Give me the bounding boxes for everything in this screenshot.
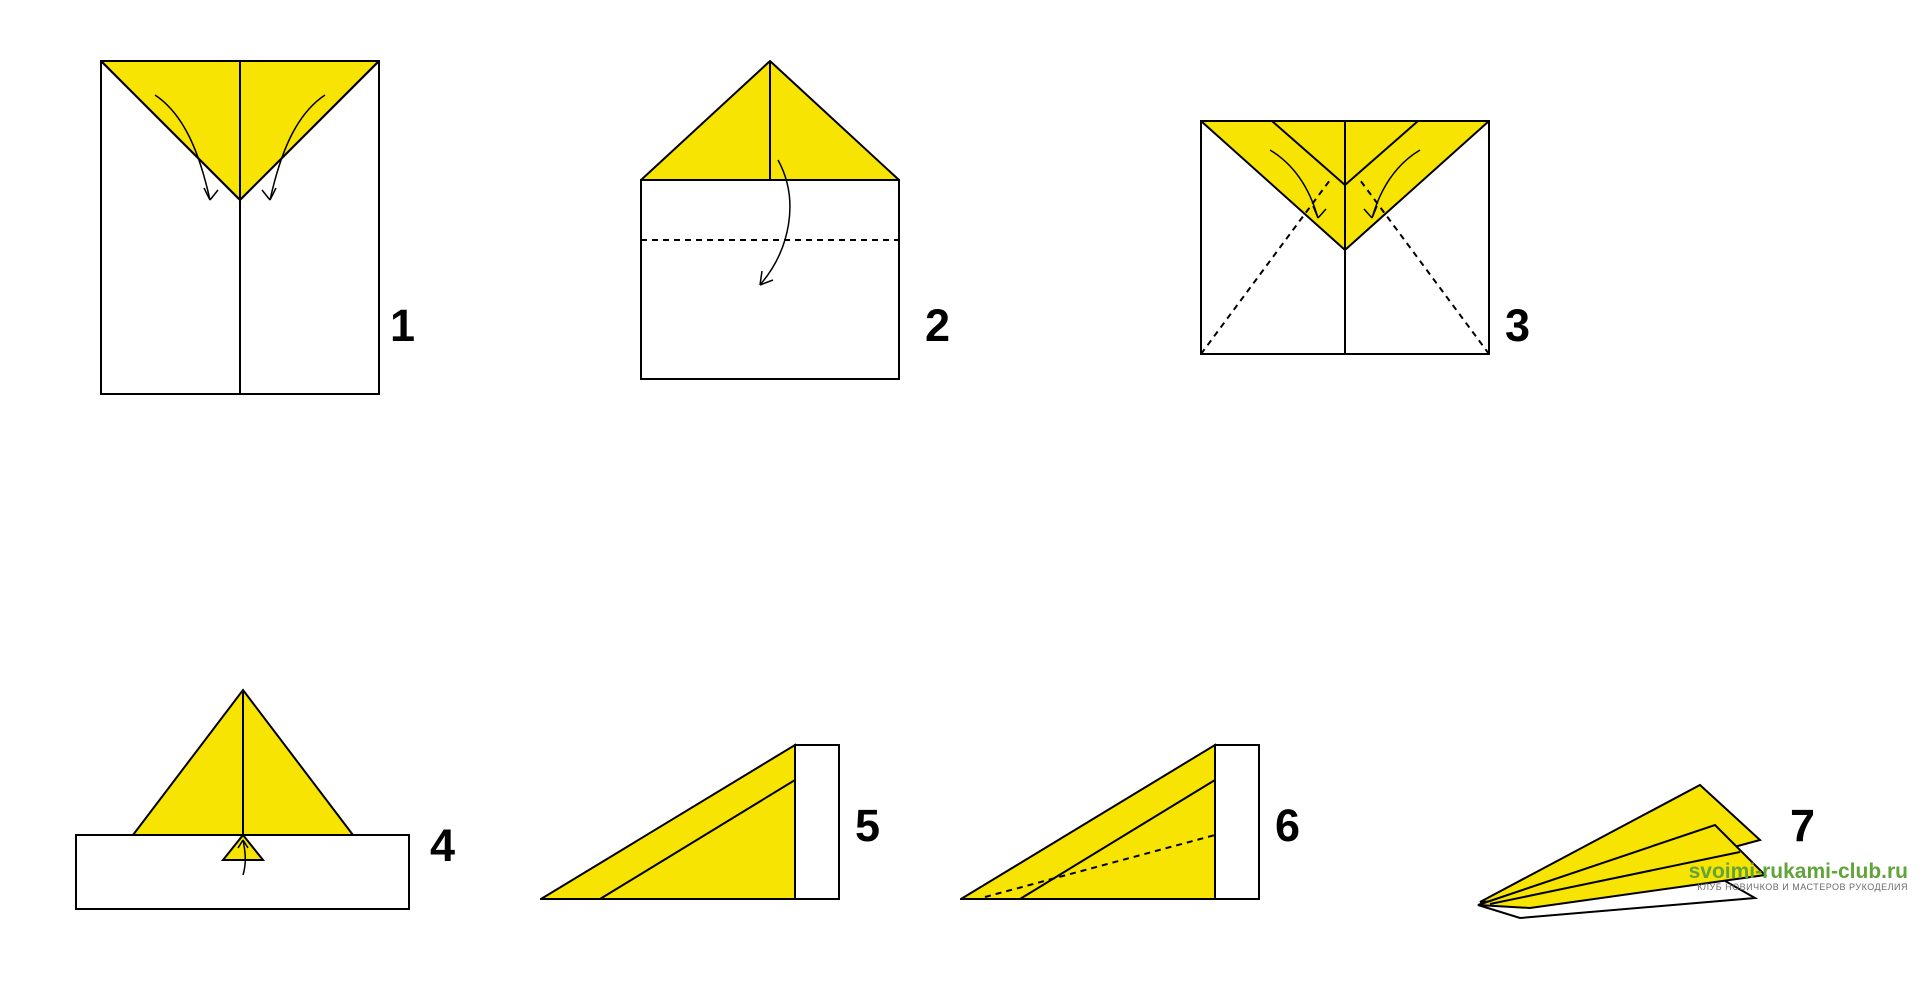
step-1-svg — [100, 60, 380, 395]
step-6 — [960, 725, 1260, 900]
watermark-site: svoimi-rukami-club.ru — [1689, 860, 1908, 883]
step-5-label: 5 — [855, 800, 880, 852]
step-1-label: 1 — [390, 300, 415, 352]
step-7-svg — [1460, 780, 1780, 920]
step-2-svg — [640, 60, 900, 380]
watermark: svoimi-rukami-club.ru КЛУБ НОВИЧКОВ И МА… — [1689, 860, 1908, 893]
step-5 — [540, 725, 840, 900]
step-6-label: 6 — [1275, 800, 1300, 852]
step-4 — [75, 680, 410, 910]
step-4-label: 4 — [430, 820, 455, 872]
step-2-label: 2 — [925, 300, 950, 352]
step-7-label: 7 — [1790, 800, 1815, 852]
step-3-svg — [1200, 120, 1490, 355]
step-6-svg — [960, 725, 1260, 900]
step-7 — [1460, 780, 1780, 920]
step-3-label: 3 — [1505, 300, 1530, 352]
watermark-tagline: КЛУБ НОВИЧКОВ И МАСТЕРОВ РУКОДЕЛИЯ — [1689, 883, 1908, 893]
step-3 — [1200, 120, 1490, 355]
step-1 — [100, 60, 380, 395]
step-2 — [640, 60, 900, 380]
step-5-svg — [540, 725, 840, 900]
step-4-svg — [75, 680, 410, 910]
